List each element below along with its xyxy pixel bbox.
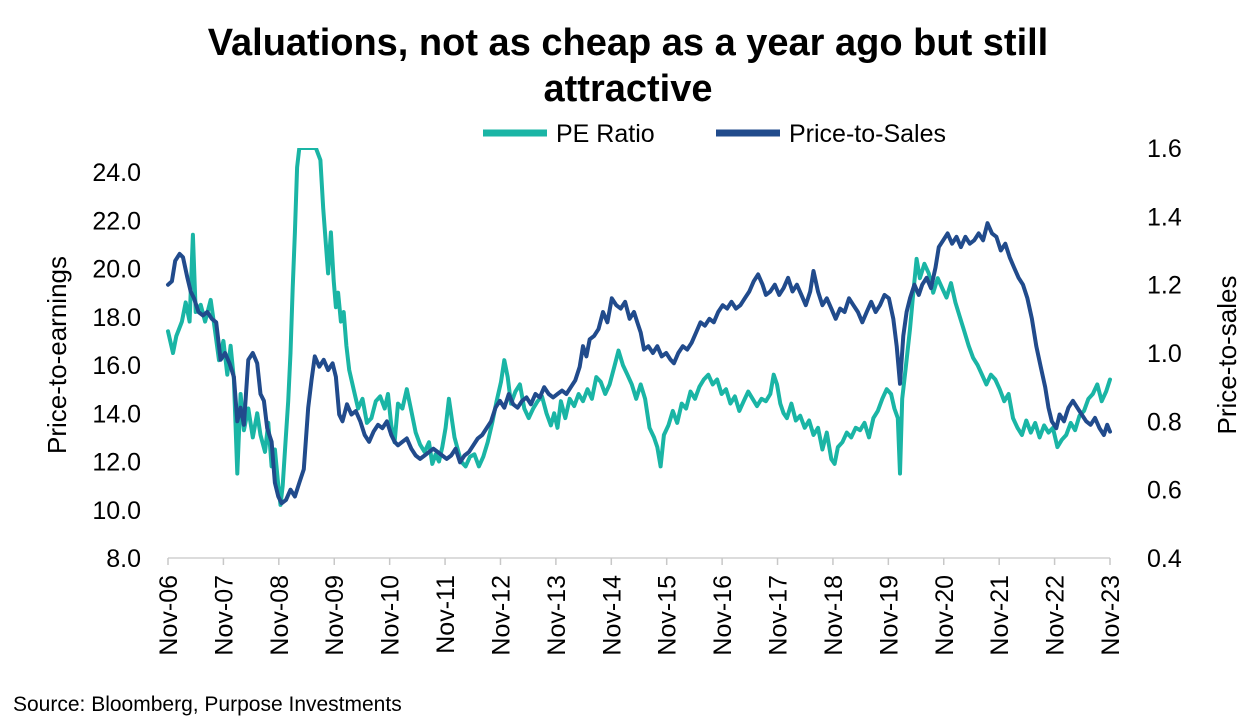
legend-label-price-to-sales: Price-to-Sales — [789, 120, 946, 148]
y-axis-right: 0.4 0.6 0.8 1.0 1.2 1.4 1.6 — [1147, 135, 1182, 573]
y-left-tick-label: 8.0 — [106, 545, 141, 573]
x-tick-label: Nov-18 — [820, 575, 848, 656]
legend: PE Ratio Price-to-Sales — [483, 120, 946, 148]
chart-title-line-2: attractive — [544, 68, 713, 110]
y-right-tick-label: 1.6 — [1147, 135, 1182, 163]
x-tick-label: Nov-22 — [1042, 575, 1070, 656]
x-tick-label: Nov-17 — [765, 575, 793, 656]
source-note: Source: Bloomberg, Purpose Investments — [13, 693, 402, 716]
y-right-tick-label: 0.4 — [1147, 545, 1182, 573]
x-tick-label: Nov-08 — [266, 575, 294, 656]
y-right-tick-label: 1.4 — [1147, 203, 1182, 231]
y-right-tick-label: 1.0 — [1147, 340, 1182, 368]
x-tick-label: Nov-20 — [931, 575, 959, 656]
y-left-tick-label: 10.0 — [92, 497, 141, 525]
series-line-price-to-sales — [166, 221, 1112, 506]
x-tick-label: Nov-21 — [986, 575, 1014, 656]
y-axis-left: 8.0 10.0 12.0 14.0 16.0 18.0 20.0 22.0 24.0 — [92, 159, 141, 573]
x-tick-label: Nov-12 — [487, 575, 515, 656]
y-axis-right-title: Price-to-sales — [1212, 276, 1242, 435]
y-left-tick-label: 14.0 — [92, 400, 141, 428]
x-tick-label: Nov-11 — [432, 575, 460, 654]
x-tick-label: Nov-16 — [709, 575, 737, 656]
x-tick-label: Nov-14 — [598, 575, 626, 656]
series-group — [166, 148, 1112, 507]
y-left-tick-label: 16.0 — [92, 352, 141, 380]
series-line-pe-ratio — [166, 148, 1112, 507]
y-right-tick-label: 0.6 — [1147, 477, 1182, 505]
x-tick-label: Nov-19 — [875, 575, 903, 656]
x-tick-label: Nov-15 — [654, 575, 682, 656]
y-left-tick-label: 20.0 — [92, 256, 141, 284]
x-tick-label: Nov-10 — [377, 575, 405, 656]
x-tick-label: Nov-13 — [543, 575, 571, 656]
x-tick-label: Nov-07 — [210, 575, 238, 656]
y-left-tick-label: 12.0 — [92, 449, 141, 477]
y-left-tick-label: 18.0 — [92, 304, 141, 332]
y-left-tick-label: 22.0 — [92, 207, 141, 235]
y-right-tick-label: 0.8 — [1147, 408, 1182, 436]
x-tick-label: Nov-23 — [1097, 575, 1125, 656]
y-left-tick-label: 24.0 — [92, 159, 141, 187]
x-tick-label: Nov-09 — [321, 575, 349, 656]
y-right-tick-label: 1.2 — [1147, 272, 1182, 300]
x-axis: Nov-06 Nov-07 Nov-08 Nov-09 Nov-10 Nov-11 Nov-… — [155, 558, 1125, 656]
chart-title-line-1: Valuations, not as cheap as a year ago b… — [208, 22, 1049, 64]
legend-label-pe-ratio: PE Ratio — [556, 120, 655, 148]
y-axis-left-title: Price-to-earnings — [42, 256, 72, 454]
x-tick-label: Nov-06 — [155, 575, 183, 656]
